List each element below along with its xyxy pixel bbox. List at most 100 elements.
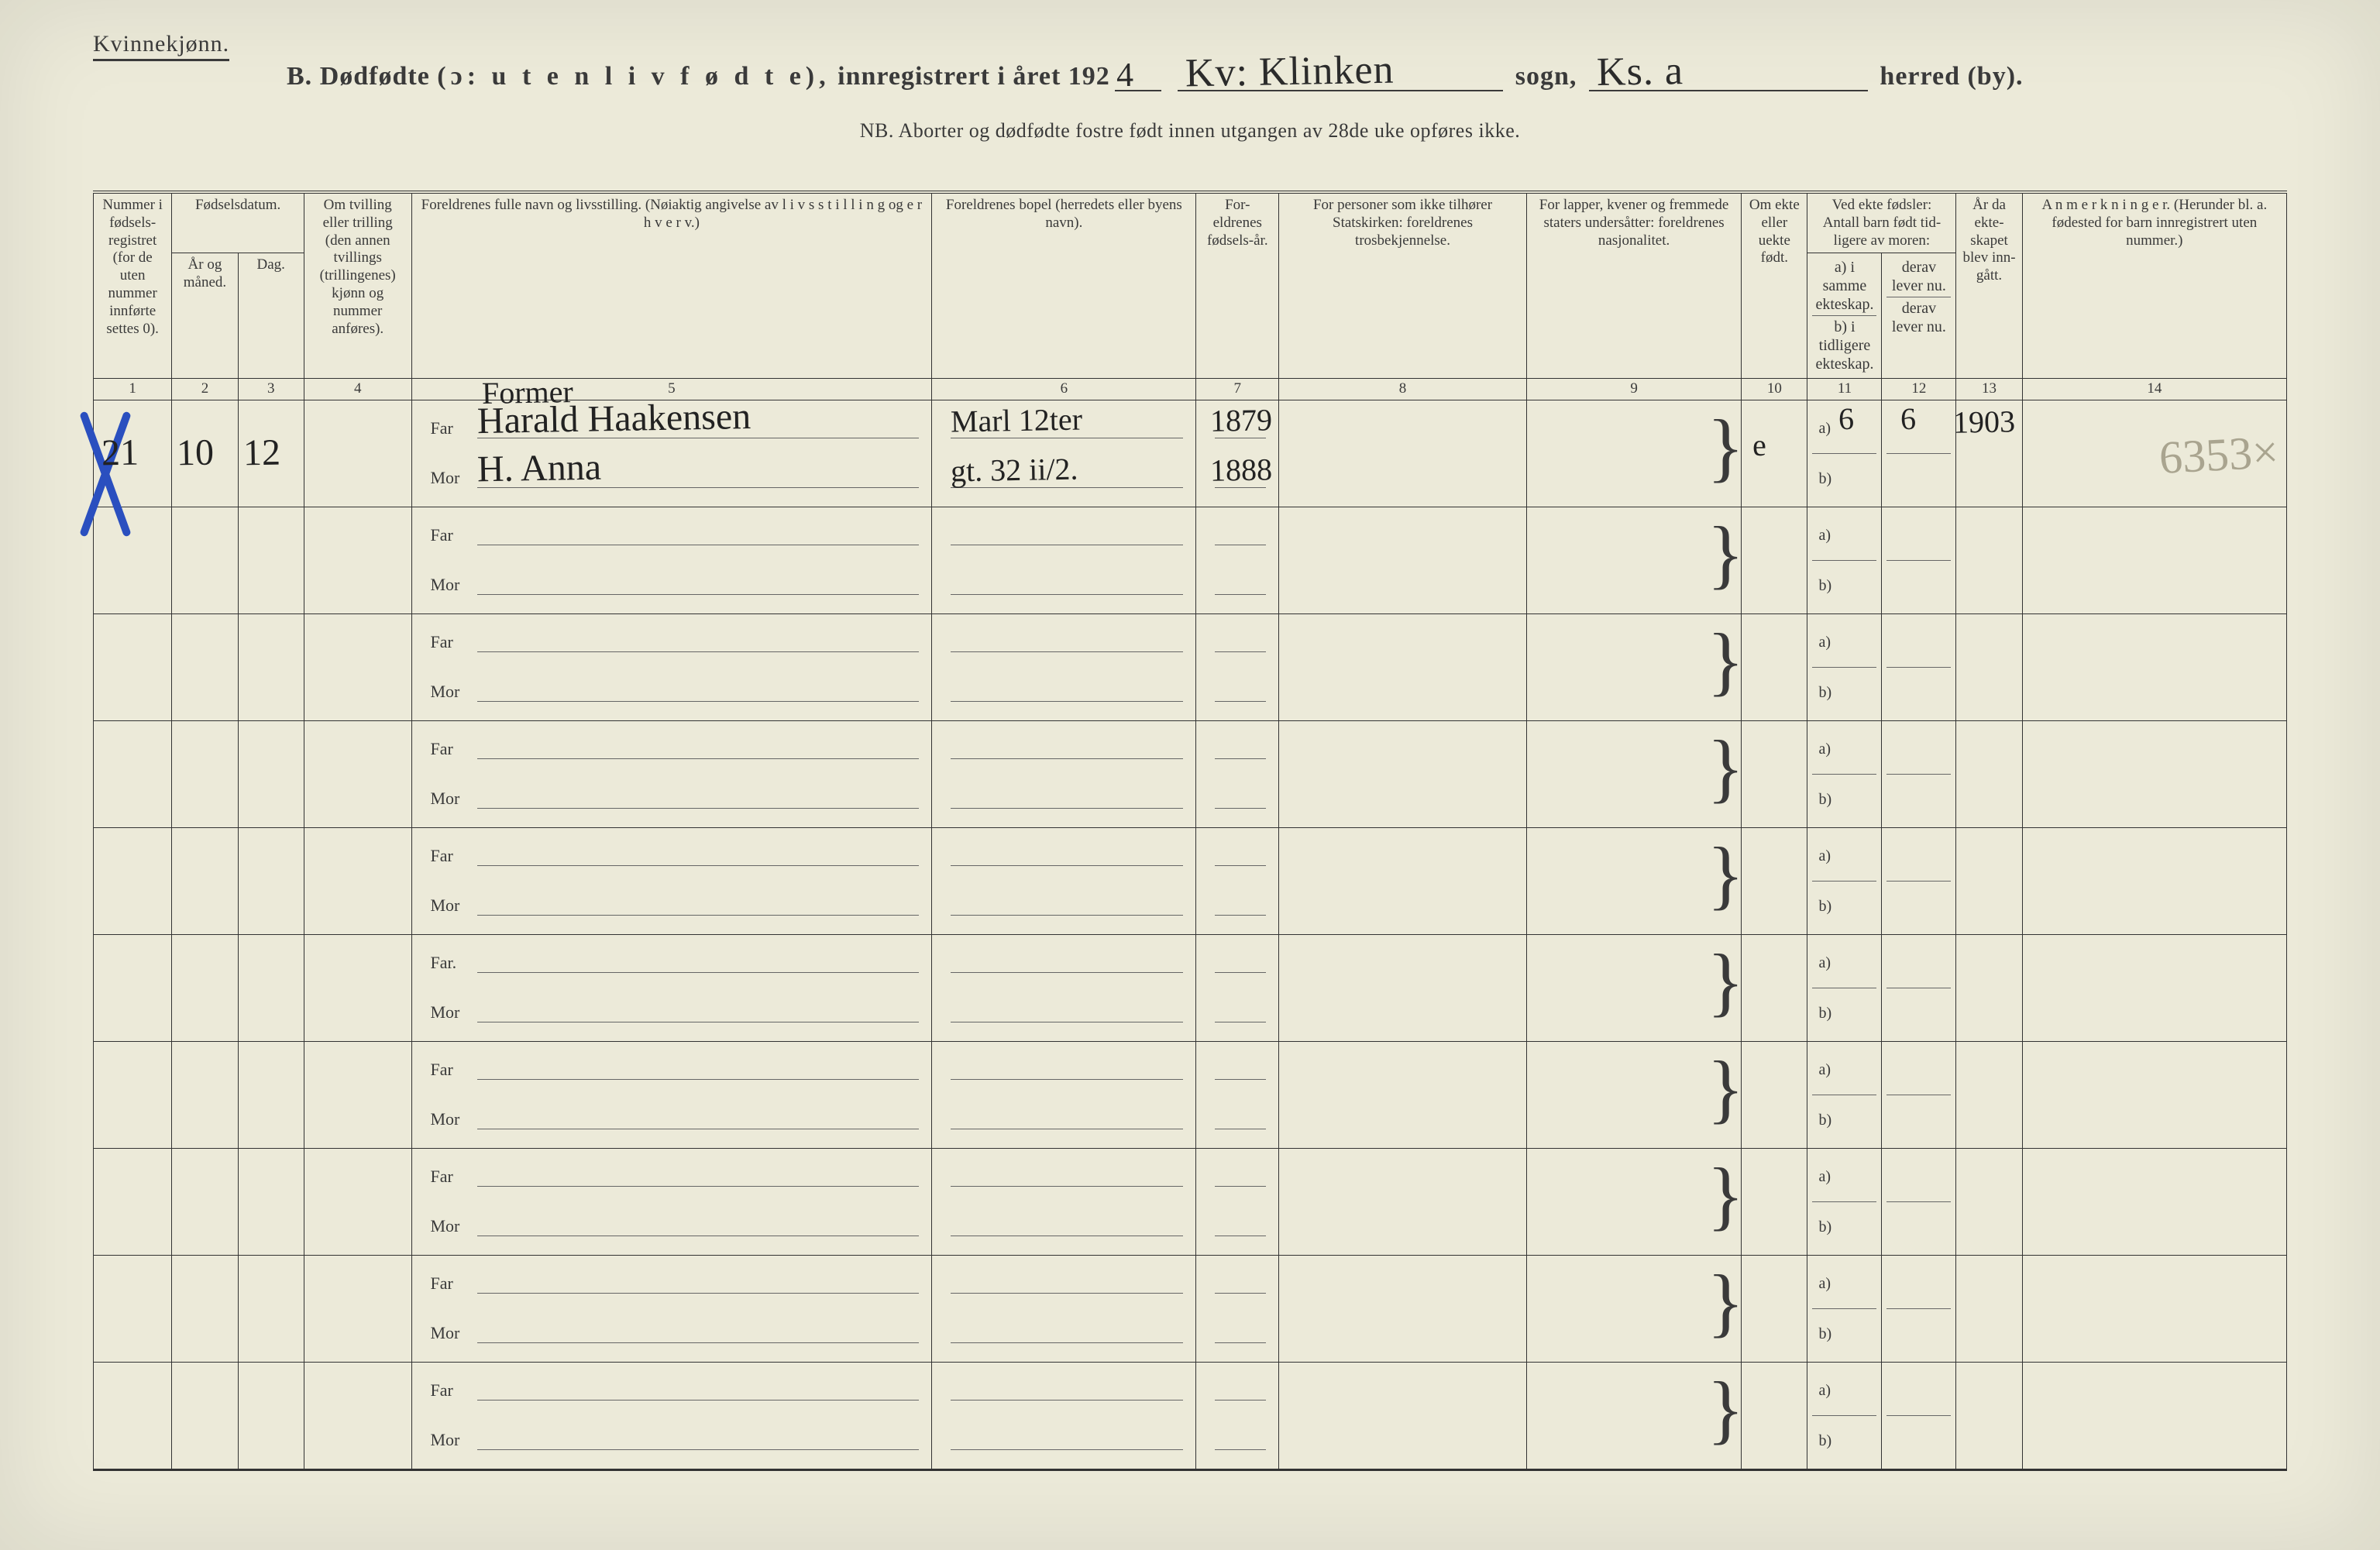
col23-header: Fødselsdatum. xyxy=(172,192,304,253)
cell-twin xyxy=(304,400,411,507)
label-a: a) xyxy=(1818,1382,1831,1400)
empty-cell xyxy=(172,507,238,614)
empty-cell xyxy=(304,828,411,935)
col1112-top-header: Ved ekte fødsler: Antall barn født tid-l… xyxy=(1807,192,1956,253)
empty-cell xyxy=(238,614,304,721)
empty-cell xyxy=(1196,507,1279,614)
empty-cell xyxy=(1956,828,2022,935)
empty-cell xyxy=(1196,721,1279,828)
empty-cell xyxy=(1742,614,1807,721)
empty-cell xyxy=(1882,507,1956,614)
label-herred: herred (by). xyxy=(1880,62,2023,91)
empty-cell xyxy=(932,507,1196,614)
label-mor: Mor xyxy=(431,1430,477,1450)
empty-cell xyxy=(304,721,411,828)
label-far: Far. xyxy=(431,953,477,973)
cell-day: 12 xyxy=(238,400,304,507)
brace-icon: } xyxy=(1707,1050,1744,1127)
label-b: b) xyxy=(1818,1325,1831,1343)
title-line: B. Dødfødte (ɔ: u t e n l i v f ø d t e)… xyxy=(287,62,2287,91)
label-far: Far xyxy=(431,846,477,866)
table-row: FarMor}a)b) xyxy=(94,614,2287,721)
empty-cell xyxy=(2022,828,2286,935)
empty-cell xyxy=(94,507,172,614)
coln-2: 2 xyxy=(172,379,238,400)
cell-parents-name: FarMor xyxy=(411,1256,932,1363)
cell-month: 10 xyxy=(172,400,238,507)
empty-cell xyxy=(94,721,172,828)
empty-cell xyxy=(1742,828,1807,935)
empty-cell xyxy=(94,1256,172,1363)
label-b: b) xyxy=(1818,684,1831,702)
label-far: Far xyxy=(431,418,477,438)
label-a: a) xyxy=(1818,527,1831,545)
cell-nationality: } xyxy=(1526,400,1741,507)
empty-cell xyxy=(94,828,172,935)
empty-cell xyxy=(172,1149,238,1256)
coln-11: 11 xyxy=(1807,379,1882,400)
cell-parents-name: FarMor xyxy=(411,507,932,614)
entry-mor-bopel: gt. 32 ii/2. xyxy=(951,450,1078,489)
empty-cell: a)b) xyxy=(1807,721,1882,828)
label-a: a) xyxy=(1818,1275,1831,1293)
label-mor: Mor xyxy=(431,1109,477,1129)
cell-marriage-year: 1903 xyxy=(1956,400,2022,507)
cell-parents-year: 1879 1888 xyxy=(1196,400,1279,507)
empty-cell xyxy=(1279,507,1527,614)
empty-cell xyxy=(932,721,1196,828)
empty-cell xyxy=(1196,614,1279,721)
col11b: b) i tidligere ekteskap. xyxy=(1812,315,1876,375)
empty-cell xyxy=(1742,1256,1807,1363)
col12a: derav lever nu. xyxy=(1886,256,1951,297)
empty-cell xyxy=(1196,1363,1279,1470)
header: Kvinnekjønn. B. Dødfødte (ɔ: u t e n l i… xyxy=(93,39,2287,170)
label-b: b) xyxy=(1818,1218,1831,1236)
empty-cell xyxy=(238,1363,304,1470)
label-b: b) xyxy=(1818,577,1831,595)
label-b: b) xyxy=(1818,898,1831,916)
entry-marriage-year: 1903 xyxy=(1953,403,2016,440)
empty-cell xyxy=(1956,935,2022,1042)
cell-born: a) 6 b) xyxy=(1807,400,1882,507)
empty-cell: } xyxy=(1526,828,1741,935)
empty-cell xyxy=(238,1256,304,1363)
gender-label: Kvinnekjønn. xyxy=(93,31,229,61)
empty-cell xyxy=(238,507,304,614)
empty-cell xyxy=(2022,614,2286,721)
empty-cell xyxy=(172,1042,238,1149)
empty-cell: } xyxy=(1526,1363,1741,1470)
empty-cell: } xyxy=(1526,721,1741,828)
empty-cell xyxy=(238,1149,304,1256)
empty-cell xyxy=(1882,1149,1956,1256)
label-far: Far xyxy=(431,525,477,545)
nb-line: NB. Aborter og dødfødte fostre født inne… xyxy=(93,119,2287,143)
table-body: 21 10 12 Former Far Harald Haakensen xyxy=(94,400,2287,1470)
label-far: Far xyxy=(431,1380,477,1400)
col11-sub: a) i samme ekteskap. b) i tidligere ekte… xyxy=(1807,253,1882,379)
col8-header: For personer som ikke tilhører Statskirk… xyxy=(1279,192,1527,379)
empty-cell: } xyxy=(1526,1149,1741,1256)
coln-10: 10 xyxy=(1742,379,1807,400)
register-table: Nummer i fødsels-registret (for de uten … xyxy=(93,191,2287,1471)
brace-icon: } xyxy=(1707,1263,1744,1341)
empty-cell xyxy=(932,1042,1196,1149)
empty-cell xyxy=(94,1363,172,1470)
table-row: FarMor}a)b) xyxy=(94,828,2287,935)
empty-cell xyxy=(1956,614,2022,721)
empty-cell: } xyxy=(1526,1042,1741,1149)
empty-cell: a) b) xyxy=(1807,1256,1882,1363)
label-mor: Mor xyxy=(431,468,477,488)
coln-7: 7 xyxy=(1196,379,1279,400)
entry-day: 12 xyxy=(242,431,280,475)
empty-cell xyxy=(1279,828,1527,935)
table-row: FarMor}a)b) xyxy=(94,507,2287,614)
col3-header: Dag. xyxy=(238,253,304,379)
label-a: a) xyxy=(1818,1061,1831,1079)
table-row: Far.Mor}a)b) xyxy=(94,935,2287,1042)
label-b: b) xyxy=(1818,791,1831,809)
empty-cell xyxy=(1742,1363,1807,1470)
cell-live: 6 xyxy=(1882,400,1956,507)
empty-cell xyxy=(238,828,304,935)
col13-header: År da ekte-skapet blev inn-gått. xyxy=(1956,192,2022,379)
col7-header: For-eldrenes fødsels-år. xyxy=(1196,192,1279,379)
